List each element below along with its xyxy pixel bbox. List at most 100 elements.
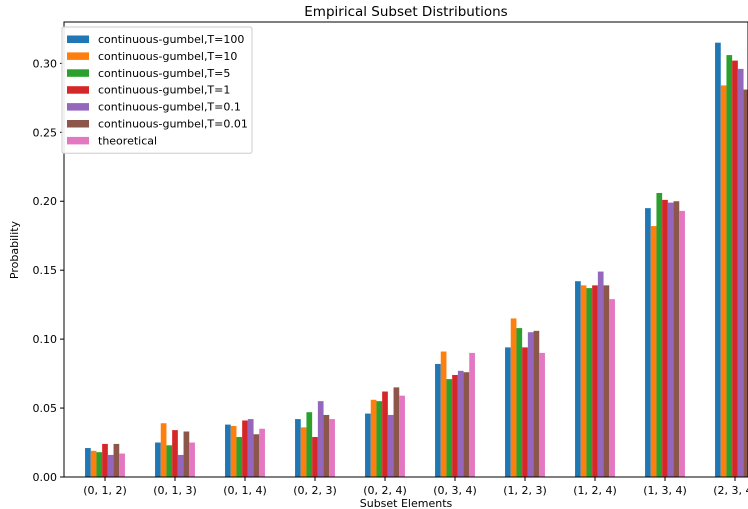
- bar-6-5: [533, 330, 540, 477]
- bar-3-6: [329, 419, 335, 477]
- bar-1-1: [160, 423, 167, 477]
- bar-6-3: [522, 347, 528, 477]
- bar-2-1: [230, 425, 237, 477]
- x-tick-label-3: (0, 2, 3): [293, 484, 337, 497]
- bar-5-1: [440, 351, 447, 477]
- bar-0-5: [113, 443, 120, 477]
- legend-label-2: continuous-gumbel,T=5: [98, 67, 230, 80]
- legend: continuous-gumbel,T=100 continuous-gumbel…: [61, 26, 253, 154]
- x-axis-title: Subset Elements: [360, 497, 453, 509]
- bar-4-2: [376, 401, 383, 477]
- bar-0-4: [107, 454, 114, 477]
- bar-7-2: [586, 288, 593, 477]
- y-tick-label-6: 0.30: [33, 57, 58, 70]
- x-tick-label-0: (0, 1, 2): [83, 484, 127, 497]
- bars-layer: [85, 42, 748, 478]
- bar-2-3: [242, 420, 248, 477]
- bar-2-6: [259, 428, 265, 477]
- legend-swatch-2: [67, 69, 89, 77]
- bar-3-2: [306, 412, 313, 477]
- bar-0-2: [96, 452, 103, 477]
- bar-2-0: [225, 424, 231, 477]
- bar-0-6: [119, 453, 125, 477]
- bar-5-2: [446, 379, 453, 477]
- legend-swatch-4: [67, 103, 89, 111]
- bar-5-5: [463, 372, 470, 477]
- legend-label-1: continuous-gumbel,T=10: [98, 50, 237, 63]
- legend-label-0: continuous-gumbel,T=100: [98, 33, 244, 46]
- bar-5-6: [469, 352, 475, 477]
- x-tick-label-7: (1, 2, 4): [573, 484, 617, 497]
- bar-6-2: [516, 328, 523, 477]
- bar-6-4: [527, 332, 534, 477]
- bar-9-4: [737, 68, 744, 477]
- bar-9-3: [732, 60, 738, 478]
- legend-label-6: theoretical: [98, 134, 157, 147]
- bar-8-6: [679, 210, 685, 477]
- x-tick-label-8: (1, 3, 4): [643, 484, 687, 497]
- bar-8-4: [667, 202, 674, 477]
- y-tick-label-4: 0.20: [33, 195, 58, 208]
- y-tick-label-3: 0.15: [33, 264, 58, 277]
- y-tick-label-5: 0.25: [33, 126, 58, 139]
- bar-1-4: [177, 454, 184, 477]
- bar-4-6: [399, 395, 405, 477]
- bar-4-4: [387, 414, 394, 477]
- bar-0-3: [102, 443, 108, 477]
- y-axis-title: Probability: [8, 220, 21, 279]
- legend-box: [61, 26, 253, 154]
- x-axis: (0, 1, 2) (0, 1, 3) (0, 1, 4) (0, 2, 3) (0, …: [83, 477, 748, 497]
- bar-2-5: [253, 434, 260, 477]
- bar-3-4: [317, 401, 324, 477]
- bar-6-6: [539, 352, 545, 477]
- y-tick-label-0: 0.00: [33, 471, 58, 484]
- y-tick-label-2: 0.10: [33, 333, 58, 346]
- x-tick-label-9: (2, 3, 4): [713, 484, 748, 497]
- bar-1-2: [166, 445, 173, 477]
- legend-label-3: continuous-gumbel,T=1: [98, 84, 230, 97]
- bar-9-0: [715, 42, 721, 478]
- x-tick-label-6: (1, 2, 3): [503, 484, 547, 497]
- bar-1-0: [155, 442, 161, 477]
- bar-4-5: [393, 387, 400, 477]
- bar-6-0: [505, 347, 511, 477]
- bar-2-4: [247, 419, 254, 477]
- bar-9-1: [720, 85, 727, 478]
- y-axis: 0.00 0.05 0.10 0.15 0.20 0.25 0.30: [33, 57, 64, 484]
- bar-7-3: [592, 285, 598, 477]
- x-tick-label-1: (0, 1, 3): [153, 484, 197, 497]
- bar-3-1: [300, 427, 307, 477]
- bar-8-3: [662, 199, 668, 478]
- legend-label-4: continuous-gumbel,T=0.1: [98, 101, 241, 114]
- bar-0-0: [85, 448, 91, 477]
- bar-9-2: [726, 55, 733, 478]
- bar-3-3: [312, 437, 318, 477]
- bar-1-5: [183, 431, 190, 477]
- x-tick-label-4: (0, 2, 4): [363, 484, 407, 497]
- chart-title: Empirical Subset Distributions: [304, 4, 507, 20]
- bar-2-2: [236, 437, 243, 477]
- bar-4-1: [370, 399, 377, 477]
- legend-swatch-0: [67, 35, 89, 43]
- bar-7-6: [609, 299, 615, 477]
- bar-7-4: [597, 271, 604, 477]
- bar-5-3: [452, 374, 458, 477]
- bar-8-0: [645, 208, 651, 477]
- bar-4-3: [382, 391, 388, 477]
- bar-8-5: [673, 201, 680, 478]
- bar-3-0: [295, 419, 301, 477]
- bar-1-3: [172, 430, 178, 477]
- legend-swatch-5: [67, 120, 89, 128]
- bar-5-4: [457, 370, 464, 477]
- bar-7-5: [603, 285, 610, 477]
- y-tick-label-1: 0.05: [33, 402, 58, 415]
- bar-7-1: [580, 285, 587, 477]
- x-tick-label-5: (0, 3, 4): [433, 484, 477, 497]
- legend-swatch-3: [67, 86, 89, 94]
- bar-3-5: [323, 414, 330, 477]
- bar-4-0: [365, 413, 371, 477]
- bar-9-5: [743, 89, 748, 477]
- plot-frame: [63, 21, 748, 478]
- bar-5-0: [435, 363, 441, 477]
